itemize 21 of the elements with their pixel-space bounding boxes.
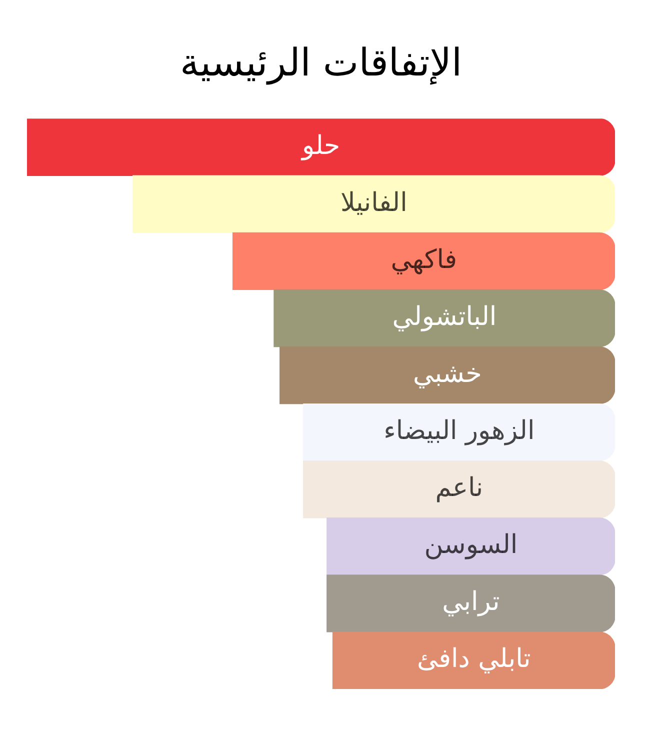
y-tick-label: تابلي دافئ xyxy=(416,644,531,674)
y-tick-label: الزهور البيضاء xyxy=(384,416,535,446)
bar xyxy=(326,574,615,632)
chart-title: الإتفاقات الرئيسية xyxy=(180,40,462,86)
bar xyxy=(326,518,615,576)
y-tick-label: حلو xyxy=(300,130,340,161)
y-tick-label: خشبي xyxy=(413,359,482,390)
bar xyxy=(27,118,615,176)
y-tick-label: ناعم xyxy=(435,473,484,504)
y-tick-label: الباتشولي xyxy=(392,302,497,332)
y-tick-label: الفانيلا xyxy=(340,188,408,218)
bar xyxy=(303,403,615,462)
bar xyxy=(274,289,615,348)
y-tick-label: ترابي xyxy=(442,587,500,618)
bar xyxy=(280,346,615,404)
y-tick-label: فاكهي xyxy=(390,244,458,275)
bar xyxy=(232,232,615,290)
bar xyxy=(332,632,615,689)
y-tick-label: السوسن xyxy=(424,530,518,560)
bar xyxy=(132,175,615,234)
bar xyxy=(303,460,615,518)
